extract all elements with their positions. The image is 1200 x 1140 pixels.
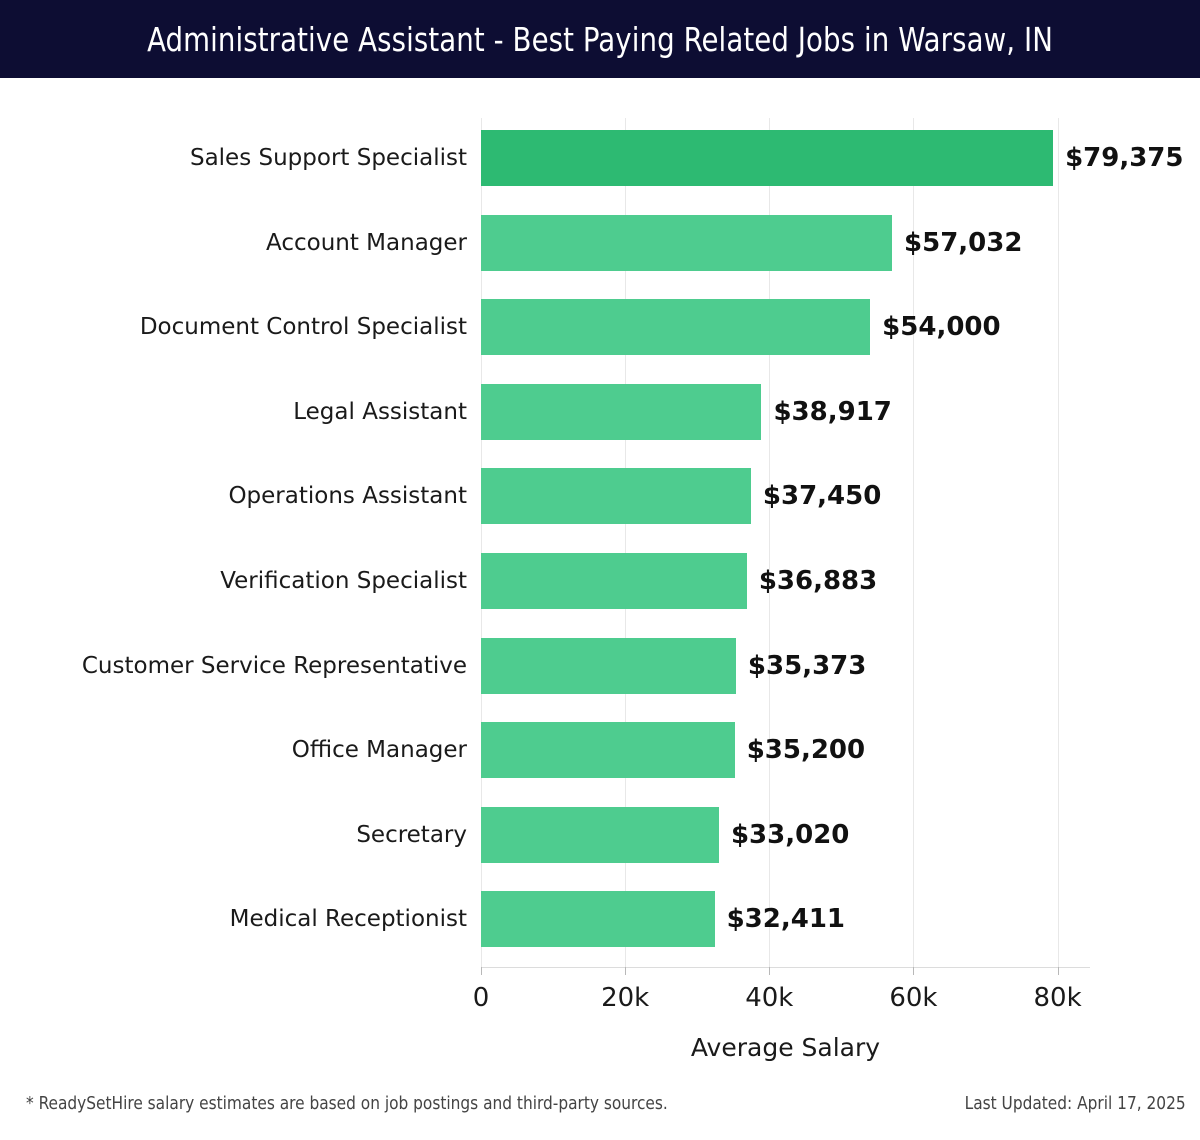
gridline-0 <box>481 118 482 967</box>
bar-row[interactable]: $36,883 <box>481 553 1090 609</box>
bar-value-label: $54,000 <box>882 312 1001 343</box>
bar-row[interactable]: $33,020 <box>481 806 1090 863</box>
bar[interactable] <box>481 299 871 356</box>
category-label: Account Manager <box>266 229 467 256</box>
bar-value-label: $33,020 <box>730 819 850 850</box>
category-label: Medical Receptionist <box>229 906 467 933</box>
x-tick-label: 0 <box>472 983 490 1013</box>
bar[interactable] <box>481 130 1054 186</box>
bar[interactable] <box>481 722 735 779</box>
category-label: Secretary <box>356 821 467 848</box>
gridline-60k <box>913 118 915 967</box>
tick-mark-40k <box>769 967 771 975</box>
category-label: Office Manager <box>291 737 467 764</box>
bar-row[interactable]: $35,200 <box>481 722 1090 779</box>
bar[interactable] <box>481 468 751 525</box>
bar-row[interactable]: $32,411 <box>481 891 1090 948</box>
x-axis-title: Average Salary <box>690 1033 881 1062</box>
category-label: Operations Assistant <box>228 483 467 510</box>
tick-mark-20k <box>625 967 627 975</box>
bar-value-label: $32,411 <box>726 904 845 935</box>
bar-row[interactable]: $35,373 <box>481 637 1090 694</box>
footer-last-updated: Last Updated: April 17, 2025 <box>964 1093 1186 1114</box>
bar-row[interactable]: $57,032 <box>481 214 1090 271</box>
category-label: Document Control Specialist <box>139 314 467 341</box>
tick-mark-0 <box>481 967 482 975</box>
x-tick-label: 20k <box>601 983 650 1013</box>
footer-disclaimer: * ReadySetHire salary estimates are base… <box>26 1093 668 1114</box>
bar[interactable] <box>481 383 762 440</box>
bar-row[interactable]: $38,917 <box>481 383 1090 440</box>
plot-area: $79,375 $57,032 $54,000 $38,917 $37,450 $36,8… <box>481 118 1183 967</box>
bar-value-label: $35,200 <box>746 735 866 766</box>
bar-value-label: $37,450 <box>762 481 882 512</box>
bar-value-label: $35,373 <box>747 650 867 681</box>
chart-footer: * ReadySetHire salary estimates are base… <box>0 1093 1200 1140</box>
bar[interactable] <box>481 553 747 609</box>
x-tick-label: 60k <box>889 983 938 1013</box>
bar[interactable] <box>481 891 715 948</box>
gridline-80k <box>1057 118 1059 967</box>
bar-value-label: $36,883 <box>758 566 878 596</box>
x-tick-label: 80k <box>1033 983 1082 1013</box>
bar[interactable] <box>481 637 736 694</box>
gridline-40k <box>769 118 771 967</box>
category-label: Verification Specialist <box>220 568 467 594</box>
x-tick-label: 40k <box>745 983 794 1013</box>
tick-mark-80k <box>1057 967 1059 975</box>
page-title: Administrative Assistant - Best Paying R… <box>147 19 1053 59</box>
bar-value-label: $57,032 <box>904 227 1023 258</box>
category-label: Sales Support Specialist <box>189 145 467 171</box>
tick-mark-60k <box>913 967 915 975</box>
category-label: Customer Service Representative <box>81 652 467 679</box>
bar-row[interactable]: $54,000 <box>481 299 1090 356</box>
bar-value-label: $79,375 <box>1065 143 1184 173</box>
x-axis-line <box>481 967 1090 968</box>
bar-value-label: $38,917 <box>773 396 892 427</box>
chart-title-bar: Administrative Assistant - Best Paying R… <box>0 0 1200 78</box>
chart-canvas: $79,375 $57,032 $54,000 $38,917 $37,450 $36,8… <box>0 78 1200 1078</box>
bar[interactable] <box>481 806 719 863</box>
bar-row[interactable]: $37,450 <box>481 468 1090 525</box>
gridline-20k <box>625 118 627 967</box>
bar[interactable] <box>481 214 893 271</box>
bar-row[interactable]: $79,375 <box>481 130 1183 186</box>
category-label: Legal Assistant <box>293 398 467 425</box>
